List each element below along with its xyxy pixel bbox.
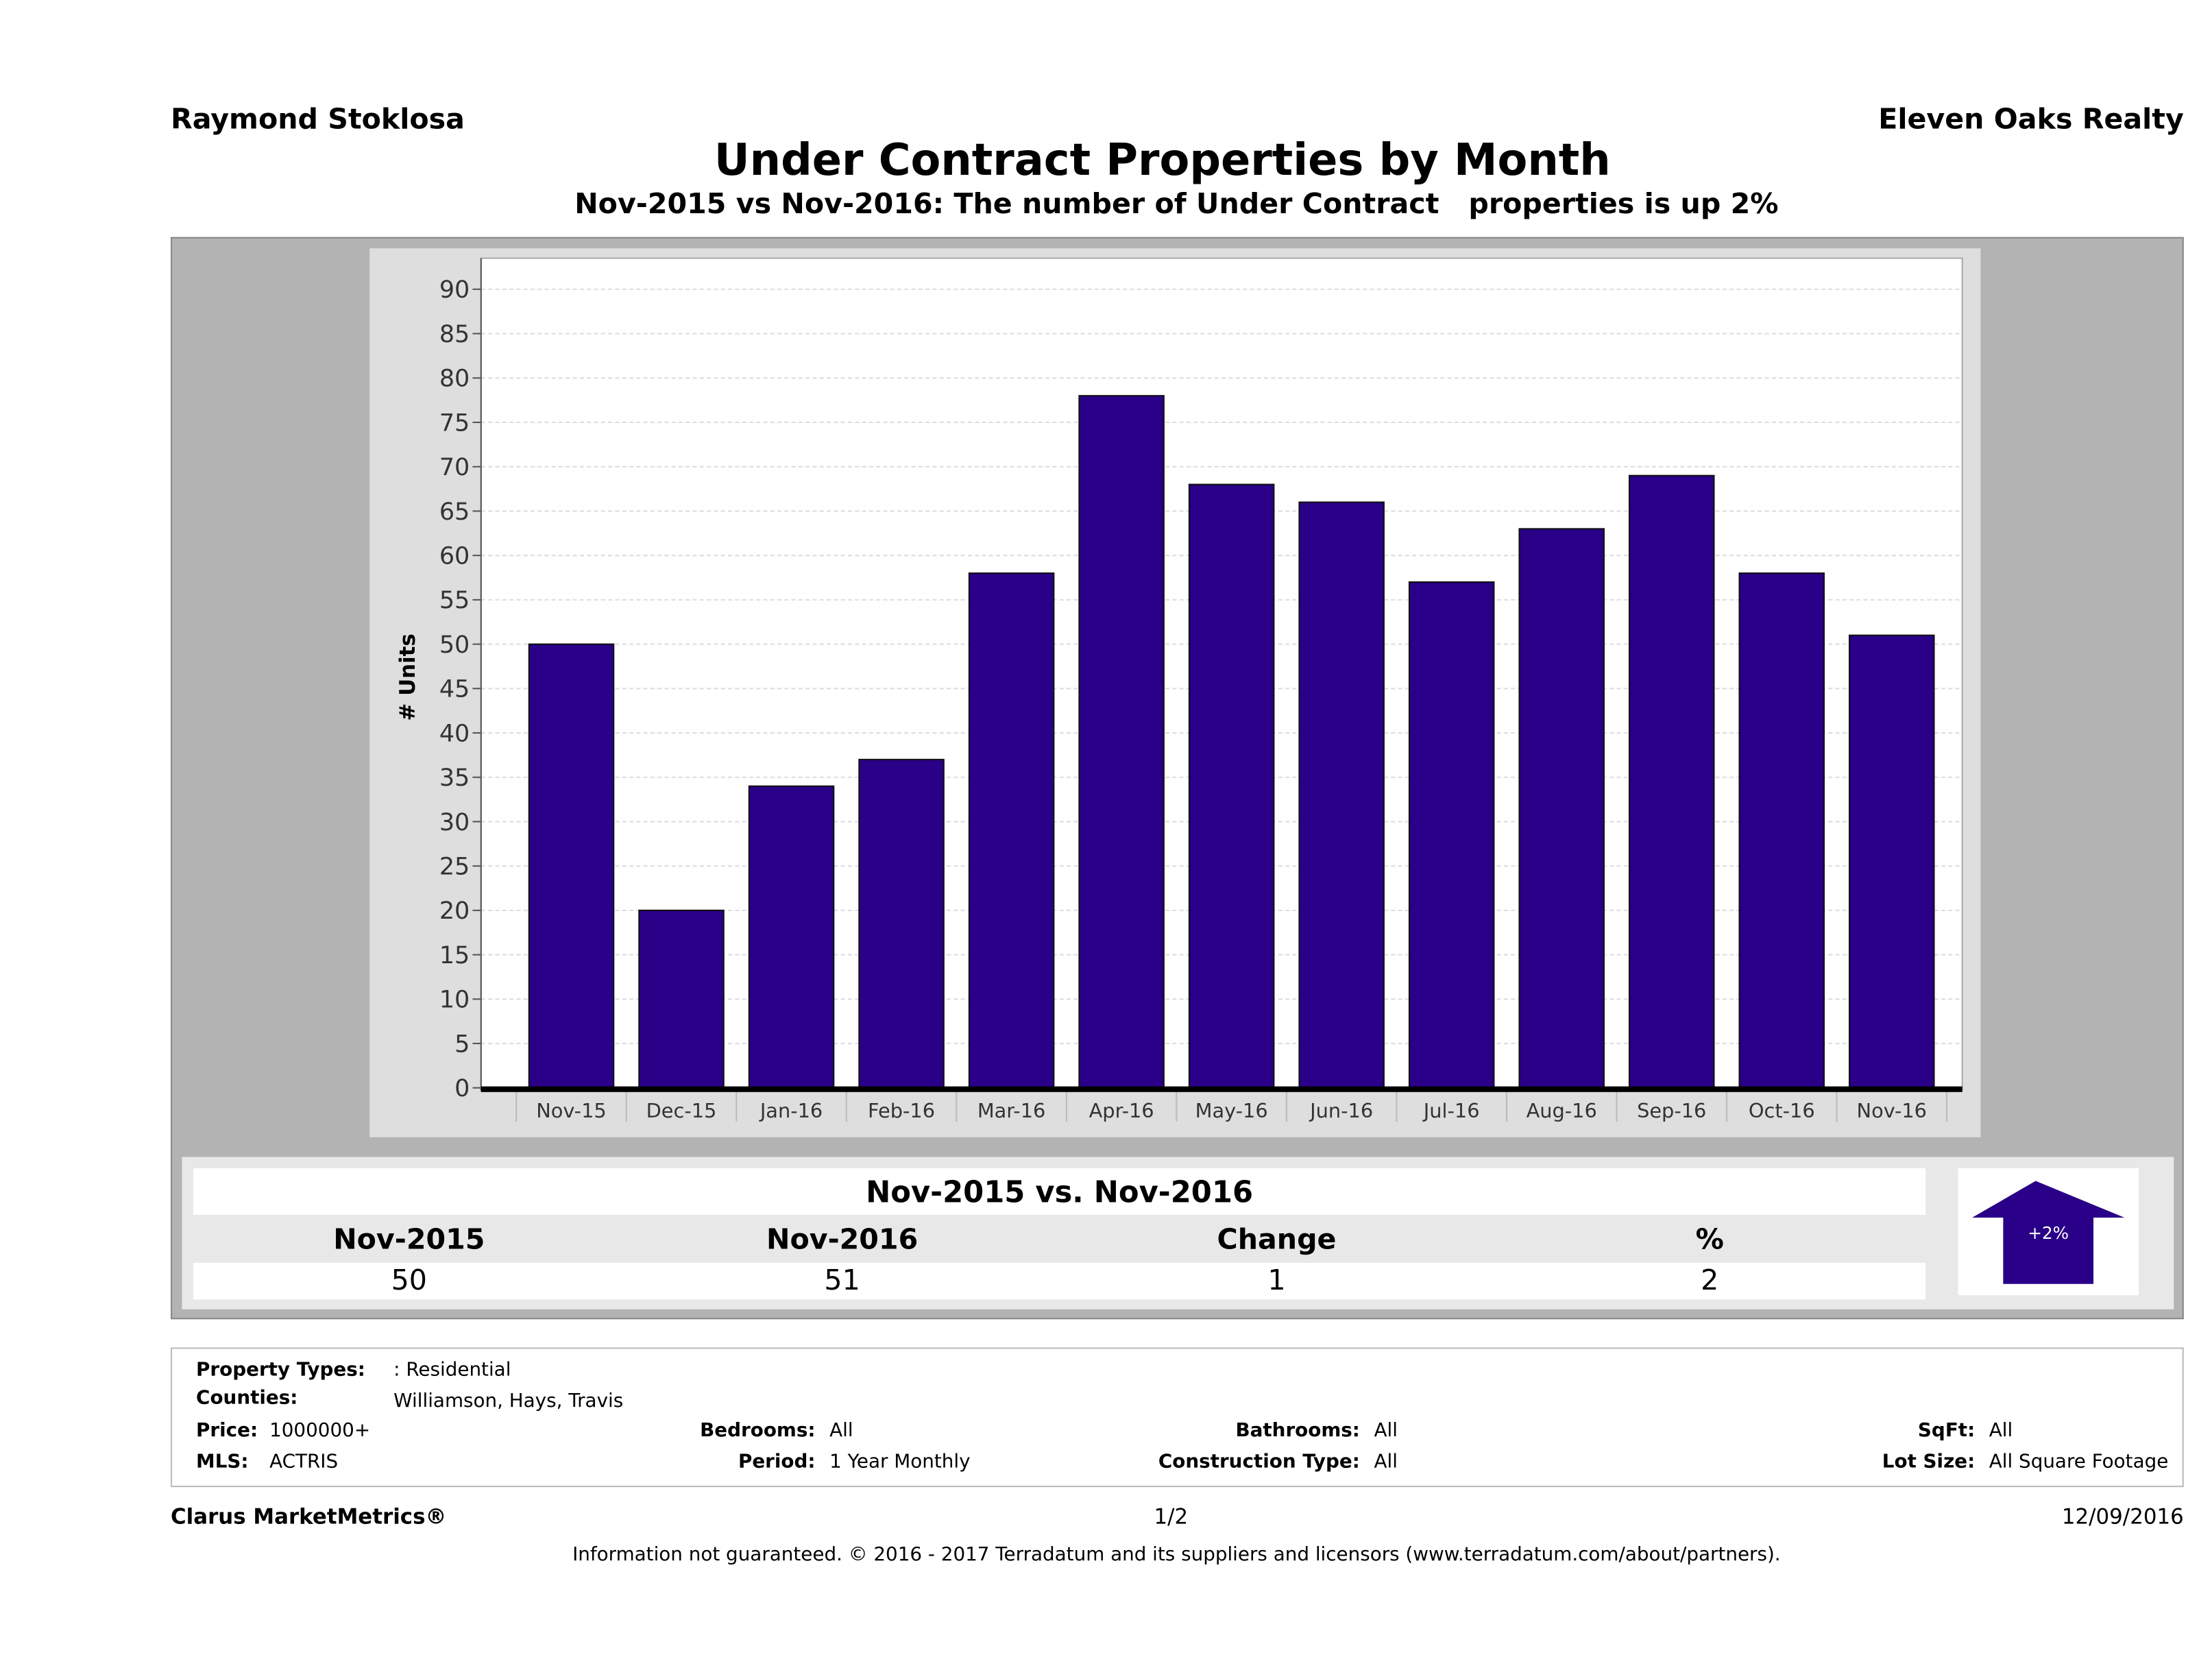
summary-value: 50	[391, 1262, 427, 1297]
criteria-box: Property Types: : Residential Counties: …	[171, 1347, 2184, 1488]
y-tick-label: 15	[439, 942, 470, 969]
bar	[1298, 501, 1385, 1089]
summary-value: 1	[1267, 1262, 1286, 1297]
y-axis-label: # Units	[396, 633, 420, 721]
y-tick-label: 60	[439, 543, 470, 570]
brand-label: Clarus MarketMetrics®	[171, 1503, 447, 1530]
y-tick-label: 25	[439, 854, 470, 881]
construction-label: Construction Type:	[1158, 1450, 1360, 1473]
bathrooms-label: Bathrooms:	[1235, 1419, 1360, 1442]
bedrooms-label: Bedrooms:	[700, 1419, 816, 1442]
y-tick-label: 40	[439, 720, 470, 747]
lot-size-label: Lot Size:	[1882, 1450, 1976, 1473]
y-tick-label: 50	[439, 631, 470, 659]
badge-text: +2%	[2028, 1223, 2069, 1243]
x-tick-label: Mar-16	[977, 1099, 1046, 1122]
lot-size-value: All Square Footage	[1989, 1450, 2169, 1473]
bar	[1628, 474, 1715, 1089]
bar	[1078, 395, 1165, 1089]
bar	[968, 572, 1055, 1089]
counties-value: Williamson, Hays, Travis	[393, 1390, 624, 1413]
y-tick-label: 35	[439, 764, 470, 792]
price-value: 1000000+	[269, 1419, 371, 1442]
x-tick-label: Feb-16	[868, 1099, 935, 1122]
x-tick-label: Jan-16	[759, 1099, 823, 1122]
price-label: Price:	[196, 1419, 258, 1442]
x-tick-label: Jun-16	[1309, 1099, 1373, 1122]
y-tick-label: 10	[439, 987, 470, 1014]
y-tick-label: 55	[439, 587, 470, 614]
y-tick-label: 80	[439, 365, 470, 393]
summary-label: Change	[1217, 1222, 1337, 1256]
counties-label: Counties:	[196, 1387, 298, 1410]
y-tick-label: 85	[439, 321, 470, 348]
x-tick-label: Nov-15	[536, 1099, 606, 1122]
x-tick-label: Aug-16	[1527, 1099, 1597, 1122]
summary-label: Nov-2015	[333, 1222, 485, 1256]
chart-subtitle: Nov-2015 vs Nov-2016: The number of Unde…	[574, 186, 1779, 221]
y-tick-label: 70	[439, 454, 470, 481]
bar-chart: 0 5 10 15 20 25 30 35 40 45 50 55 60 65 70 75 80 85 90 # Un…	[396, 257, 1963, 1122]
summary-heading: Nov-2015 vs. Nov-2016	[193, 1168, 1926, 1215]
summary-labels-row: Nov-2015 Nov-2016 Change %	[193, 1218, 1925, 1260]
y-tick-label: 30	[439, 809, 470, 836]
disclaimer: Information not guaranteed. © 2016 - 201…	[572, 1543, 1781, 1567]
bar	[858, 758, 945, 1089]
bar	[528, 643, 615, 1089]
summary-label: %	[1695, 1222, 1724, 1256]
chart-title: Under Contract Properties by Month	[714, 135, 1611, 186]
y-tick-label: 65	[439, 498, 470, 526]
y-tick-label: 45	[439, 676, 470, 703]
x-tick-label: Jul-16	[1422, 1099, 1480, 1122]
y-tick-label: 90	[439, 276, 470, 304]
bar	[748, 785, 835, 1089]
x-tick-label: Apr-16	[1089, 1099, 1154, 1122]
period-value: 1 Year Monthly	[829, 1450, 971, 1473]
page-number: 1/2	[1154, 1503, 1189, 1530]
bar	[1188, 483, 1275, 1089]
x-tick-label: Nov-16	[1857, 1099, 1927, 1122]
sqft-label: SqFt:	[1917, 1419, 1976, 1442]
up-arrow-icon: +2%	[1972, 1181, 2125, 1284]
x-tick-label: Sep-16	[1637, 1099, 1706, 1122]
x-tick-label: Oct-16	[1749, 1099, 1815, 1122]
mls-label: MLS:	[196, 1450, 249, 1473]
sqft-value: All	[1989, 1419, 2013, 1442]
report-date: 12/09/2016	[2061, 1503, 2184, 1530]
y-tick-label: 20	[439, 897, 470, 925]
bar	[1738, 572, 1825, 1089]
bathrooms-value: All	[1374, 1419, 1398, 1442]
y-tick-label: 75	[439, 409, 470, 437]
bar	[1408, 581, 1495, 1089]
bar	[1849, 634, 1935, 1089]
y-tick-label: 0	[454, 1075, 470, 1102]
agent-name: Raymond Stoklosa	[171, 101, 465, 136]
bar	[638, 909, 725, 1089]
x-tick-label: May-16	[1195, 1099, 1268, 1122]
summary-values-row: 50 51 1 2	[193, 1262, 1926, 1300]
summary-label: Nov-2016	[766, 1222, 919, 1256]
property-types-value: : Residential	[393, 1358, 511, 1381]
y-tick-label: 5	[454, 1030, 470, 1058]
construction-value: All	[1374, 1450, 1398, 1473]
period-label: Period:	[738, 1450, 816, 1473]
property-types-label: Property Types:	[196, 1358, 365, 1381]
bar	[1518, 528, 1605, 1089]
summary-value: 2	[1701, 1262, 1719, 1297]
change-badge: +2%	[1958, 1168, 2139, 1296]
summary-value: 51	[824, 1262, 860, 1297]
bedrooms-value: All	[829, 1419, 853, 1442]
mls-value: ACTRIS	[269, 1450, 339, 1473]
company-name: Eleven Oaks Realty	[1878, 101, 2184, 136]
x-tick-label: Dec-15	[646, 1099, 717, 1122]
